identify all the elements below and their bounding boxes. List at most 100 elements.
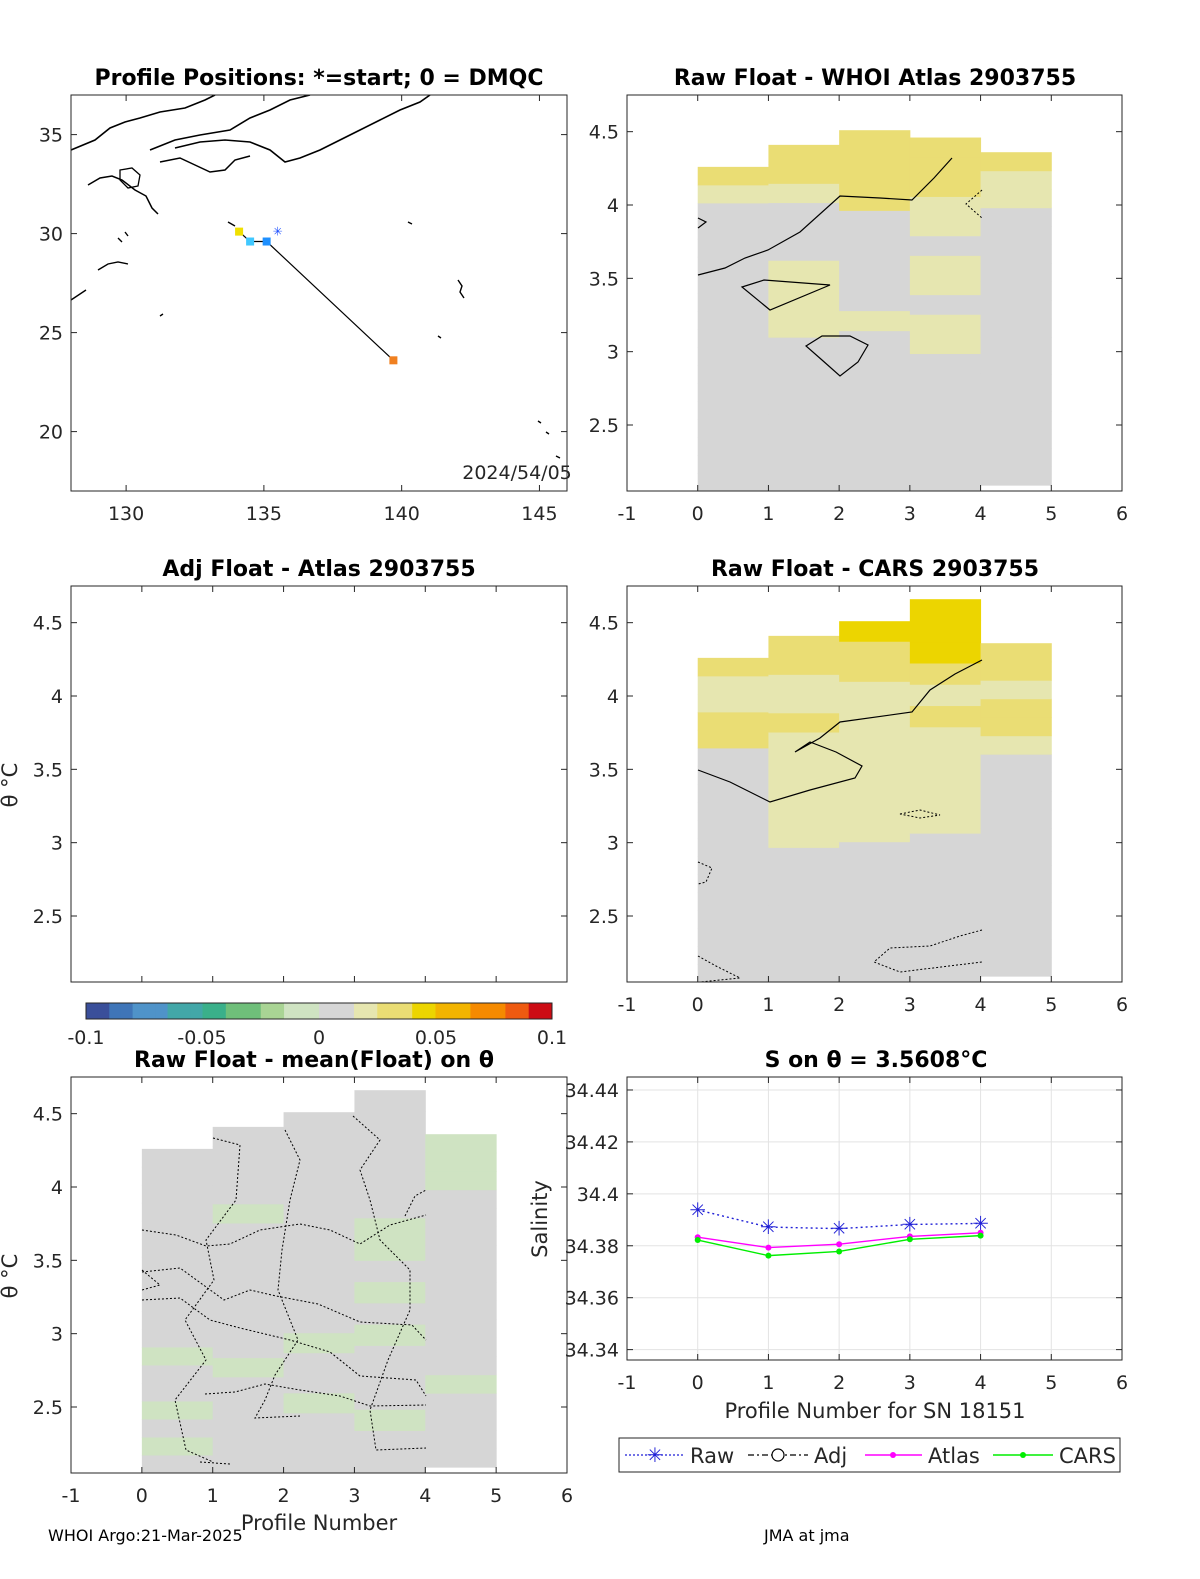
heatmap-cell	[768, 375, 840, 396]
heatmap-cell	[697, 472, 769, 492]
colorbar-cell	[377, 1003, 390, 1019]
sal-ytick-label: 34.4	[577, 1184, 619, 1206]
heatmap-cell	[839, 961, 911, 983]
heatmap-cell	[425, 1393, 497, 1413]
map-frame	[70, 94, 568, 492]
data-point-raw: ✳	[972, 1211, 989, 1235]
mean-xlabel: Profile Number	[241, 1511, 398, 1535]
mean-title: Raw Float - mean(Float) on θ	[134, 1048, 494, 1073]
heatmap-cell	[768, 674, 840, 695]
heatmap-cell	[212, 1396, 285, 1416]
cars-ytick-label: 4	[607, 686, 619, 708]
heatmap-cell	[354, 1430, 426, 1453]
heatmap-cell	[839, 761, 911, 783]
heatmap-cell	[909, 641, 982, 664]
whoi-ytick-label: 4	[607, 195, 619, 217]
track-line	[238, 231, 394, 361]
cars-xtick-label: 5	[1045, 994, 1057, 1016]
whoi-xtick-label: 1	[762, 503, 774, 525]
heatmap-cell	[909, 176, 982, 197]
heatmap-cell	[980, 680, 1052, 700]
heatmap-cell	[768, 414, 840, 434]
heatmap-cell	[768, 394, 840, 415]
map-panel: Profile Positions: *=start; 0 = DMQC ✳ 2…	[71, 66, 572, 484]
heatmap-cell	[354, 1451, 426, 1474]
float-track: ✳	[235, 225, 398, 365]
heatmap-cell	[354, 1111, 426, 1134]
colorbar-cell	[237, 1003, 250, 1019]
heatmap-cell	[212, 1223, 285, 1243]
colorbar-cell	[260, 1003, 273, 1019]
sal-ytick-label: 34.38	[565, 1236, 619, 1258]
heatmap-cell	[768, 433, 840, 454]
heatmap-cell	[980, 411, 1052, 431]
heatmap-cell	[141, 1310, 214, 1330]
mean-xtick-label: -1	[62, 1485, 81, 1507]
heatmap-cell	[212, 1146, 285, 1166]
heatmap-cell	[980, 429, 1052, 449]
mean-ylabel: θ °C	[0, 1254, 22, 1299]
heatmap-cell	[980, 902, 1052, 922]
mean-xtick-label: 4	[419, 1485, 431, 1507]
heatmap-cell	[980, 152, 1052, 172]
colorbar-cell	[295, 1003, 308, 1019]
heatmap-cell	[839, 390, 911, 412]
heatmap-cell	[980, 337, 1052, 357]
heatmap-cell	[839, 681, 911, 702]
colorbar-tick: 0.05	[415, 1027, 457, 1049]
heatmap-cell	[909, 663, 982, 685]
heatmap-cell	[425, 1374, 497, 1394]
legend-item-atlas: Atlas	[865, 1444, 980, 1468]
colorbar-cell	[365, 1003, 378, 1019]
heatmap-cell	[980, 661, 1052, 681]
heatmap-cell	[980, 865, 1052, 885]
heatmap-cell	[697, 292, 769, 312]
heatmap-cell	[141, 1184, 214, 1204]
heatmap-cell	[909, 960, 982, 983]
profile-position-marker	[235, 227, 244, 236]
heatmap-cell	[354, 1302, 426, 1325]
heatmap-cell	[768, 712, 840, 733]
heatmap-cell	[909, 726, 982, 749]
colorbar-gradient	[86, 1003, 553, 1019]
heatmap-cell	[283, 1192, 355, 1213]
profile-position-marker	[246, 237, 255, 246]
heatmap-cell	[768, 298, 840, 319]
heatmap-cell	[768, 885, 840, 906]
whoi-xtick-label: -1	[618, 503, 637, 525]
heatmap-cell	[425, 1245, 497, 1265]
heatmap-cell	[980, 207, 1052, 227]
whoi-title: Raw Float - WHOI Atlas 2903755	[674, 66, 1076, 91]
mean-ytick-label: 4.5	[33, 1104, 63, 1126]
legend-label: Adj	[814, 1444, 847, 1468]
heatmap-cell	[141, 1292, 214, 1312]
heatmap-cell	[980, 939, 1052, 959]
colorbar-cell	[179, 1003, 192, 1019]
data-point-raw: ✳	[831, 1217, 848, 1241]
heatmap-cell	[980, 883, 1052, 903]
sal-xtick-label: 3	[904, 1372, 916, 1394]
mean-xtick-label: 3	[348, 1485, 360, 1507]
heatmap-cell	[141, 1418, 214, 1438]
heatmap-cell	[283, 1272, 355, 1294]
heatmap-cell	[697, 873, 769, 893]
heatmap-cell	[141, 1454, 214, 1474]
heatmap-cell	[768, 808, 840, 829]
heatmap-cell	[283, 1372, 355, 1394]
legend-item-cars: CARS	[993, 1444, 1116, 1468]
whoi-xtick-label: 5	[1045, 503, 1057, 525]
heatmap-cell	[980, 189, 1052, 209]
heatmap-cell	[768, 144, 840, 165]
data-point-cars	[765, 1252, 772, 1259]
heatmap-cell	[212, 1242, 285, 1262]
heatmap-cell	[980, 754, 1052, 774]
adj-panel: Adj Float - Atlas 2903755 θ °C	[0, 557, 476, 807]
heatmap-cell	[909, 157, 982, 178]
heatmap-cell	[768, 962, 840, 983]
heatmap-cell	[768, 924, 840, 945]
heatmap-cell	[839, 921, 911, 943]
heatmap-cell	[768, 847, 840, 868]
heatmap-cell	[839, 430, 911, 452]
colorbar-cell	[458, 1003, 471, 1019]
